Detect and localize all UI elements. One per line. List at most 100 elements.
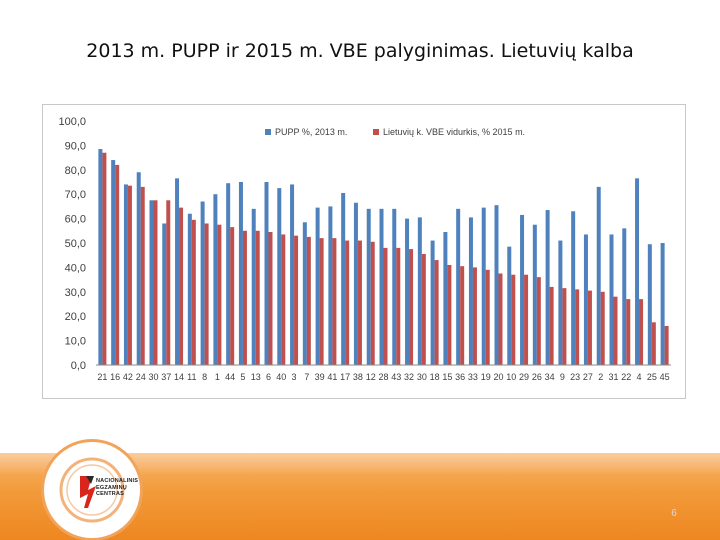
- bar-vbe-2015: [472, 267, 477, 365]
- x-tick-label: 15: [442, 372, 452, 382]
- x-tick-label: 32: [404, 372, 414, 382]
- bar-pupp-2013: [443, 232, 448, 365]
- bar-pupp-2013: [328, 206, 333, 365]
- bar-pupp-2013: [405, 218, 410, 365]
- x-tick-label: 18: [430, 372, 440, 382]
- legend-pupp-swatch: [265, 129, 271, 135]
- bar-pupp-2013: [162, 223, 167, 365]
- bar-vbe-2015: [524, 274, 529, 365]
- logo-emblem-icon: [59, 457, 125, 523]
- bar-vbe-2015: [613, 296, 618, 365]
- x-tick-label: 30: [148, 372, 158, 382]
- chart-frame: 0,0 10,0 20,0 30,0 40,0 50,0 60,0 70,0 80,0 90,0 1…: [42, 104, 686, 399]
- x-tick-label: 20: [493, 372, 503, 382]
- legend-vbe-swatch: [373, 129, 379, 135]
- bar-pupp-2013: [558, 240, 563, 365]
- logo-text-line3: CENTRAS: [96, 491, 124, 497]
- bar-vbe-2015: [536, 277, 541, 365]
- x-tick-label: 29: [519, 372, 529, 382]
- bar-pupp-2013: [111, 160, 116, 365]
- bar-pupp-2013: [520, 214, 525, 365]
- bar-pupp-2013: [341, 192, 346, 365]
- legend-vbe-label: Lietuvių k. VBE vidurkis, % 2015 m.: [383, 127, 525, 137]
- bar-vbe-2015: [127, 185, 132, 365]
- bar-vbe-2015: [255, 230, 260, 365]
- x-tick-label: 3: [292, 372, 297, 382]
- bar-pupp-2013: [264, 182, 269, 365]
- bar-pupp-2013: [98, 149, 103, 365]
- x-tick-label: 19: [481, 372, 491, 382]
- bar-pupp-2013: [277, 188, 282, 365]
- bar-pupp-2013: [123, 184, 128, 365]
- bar-pupp-2013: [647, 244, 652, 365]
- bar-pupp-2013: [213, 194, 218, 365]
- chart-svg: 0,0 10,0 20,0 30,0 40,0 50,0 60,0 70,0 80,0 90,0 1…: [58, 116, 671, 382]
- bar-vbe-2015: [294, 235, 299, 365]
- slide-title: 2013 m. PUPP ir 2015 m. VBE palyginimas.…: [86, 40, 634, 62]
- bar-pupp-2013: [175, 178, 180, 365]
- x-tick-label: 26: [532, 372, 542, 382]
- bar-pupp-2013: [149, 200, 154, 365]
- y-tick-label: 90,0: [65, 140, 86, 152]
- bar-pupp-2013: [481, 207, 486, 365]
- bar-vbe-2015: [383, 247, 388, 365]
- bar-pupp-2013: [226, 183, 231, 365]
- bar-pupp-2013: [238, 182, 243, 365]
- bar-pupp-2013: [507, 246, 512, 365]
- bar-pupp-2013: [392, 208, 397, 365]
- y-tick-label: 100,0: [58, 116, 86, 128]
- bar-vbe-2015: [140, 186, 145, 365]
- bar-vbe-2015: [485, 269, 490, 365]
- x-tick-label: 21: [97, 372, 107, 382]
- bar-vbe-2015: [268, 232, 273, 365]
- bar-vbe-2015: [306, 236, 311, 365]
- x-tick-label: 12: [366, 372, 376, 382]
- bar-vbe-2015: [651, 322, 656, 365]
- bar-pupp-2013: [187, 213, 192, 365]
- bar-vbe-2015: [587, 290, 592, 365]
- x-tick-label: 14: [174, 372, 184, 382]
- bar-vbe-2015: [434, 260, 439, 365]
- bar-pupp-2013: [571, 211, 576, 365]
- bar-vbe-2015: [498, 273, 503, 365]
- y-tick-label: 50,0: [65, 238, 86, 250]
- x-tick-label: 25: [647, 372, 657, 382]
- bar-vbe-2015: [409, 249, 414, 365]
- bar-vbe-2015: [447, 264, 452, 365]
- bar-vbe-2015: [166, 200, 171, 365]
- bar-vbe-2015: [332, 238, 337, 365]
- x-tick-label: 22: [621, 372, 631, 382]
- x-tick-label: 23: [570, 372, 580, 382]
- x-tick-label: 27: [583, 372, 593, 382]
- bar-pupp-2013: [315, 207, 320, 365]
- footer-band-highlight: [0, 453, 720, 475]
- bar-pupp-2013: [468, 217, 473, 365]
- x-tick-label: 40: [276, 372, 286, 382]
- x-tick-label: 24: [136, 372, 146, 382]
- bar-pupp-2013: [660, 243, 665, 365]
- x-tick-label: 5: [240, 372, 245, 382]
- logo-text: NACIONALINIS EGZAMINŲ CENTRAS: [96, 478, 156, 498]
- y-tick-label: 60,0: [65, 214, 86, 226]
- x-tick-label: 36: [455, 372, 465, 382]
- x-tick-label: 39: [315, 372, 325, 382]
- x-tick-label: 33: [468, 372, 478, 382]
- x-tick-label: 2: [598, 372, 603, 382]
- bar-vbe-2015: [191, 219, 196, 365]
- x-tick-label: 34: [545, 372, 555, 382]
- x-tick-label: 42: [123, 372, 133, 382]
- bar-pupp-2013: [609, 234, 614, 365]
- bar-vbe-2015: [115, 164, 120, 365]
- bar-pupp-2013: [494, 205, 499, 365]
- bar-vbe-2015: [421, 253, 426, 365]
- bar-pupp-2013: [430, 240, 435, 365]
- x-tick-label: 28: [378, 372, 388, 382]
- legend-pupp-label: PUPP %, 2013 m.: [275, 127, 347, 137]
- bar-vbe-2015: [319, 238, 324, 365]
- x-tick-label: 45: [660, 372, 670, 382]
- x-tick-label: 31: [608, 372, 618, 382]
- x-tick-label: 4: [637, 372, 642, 382]
- bar-pupp-2013: [290, 184, 295, 365]
- bar-vbe-2015: [345, 240, 350, 365]
- bar-vbe-2015: [511, 274, 516, 365]
